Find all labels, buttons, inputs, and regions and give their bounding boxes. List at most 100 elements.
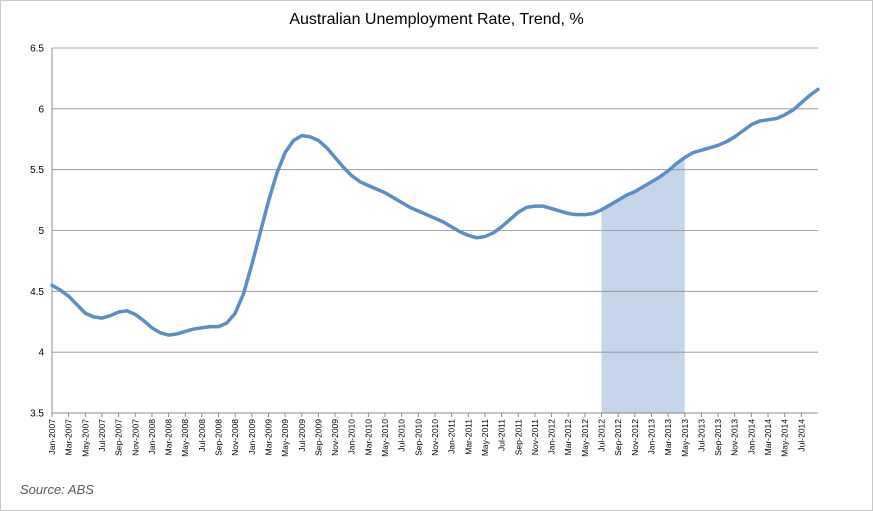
data-point bbox=[525, 206, 528, 209]
data-point bbox=[167, 333, 170, 337]
x-tick-label: Jan-2011 bbox=[447, 419, 457, 454]
x-tick-label: May-2007 bbox=[80, 419, 90, 457]
x-tick-label: May-2010 bbox=[380, 419, 390, 457]
chart-title: Australian Unemployment Rate, Trend, % bbox=[289, 11, 584, 28]
data-point bbox=[533, 204, 537, 208]
y-tick-label: 5 bbox=[38, 226, 44, 237]
x-tick-label: Jan-2012 bbox=[547, 419, 557, 455]
data-point bbox=[134, 313, 137, 316]
data-point bbox=[641, 185, 645, 188]
y-tick-label: 6 bbox=[38, 104, 44, 115]
data-point bbox=[92, 315, 95, 319]
source-note: Source: ABS bbox=[20, 482, 94, 497]
data-point bbox=[283, 151, 287, 154]
data-point bbox=[467, 234, 470, 237]
x-tick-label: Jan-2008 bbox=[147, 419, 157, 455]
data-point bbox=[275, 172, 279, 175]
x-tick-label: Nov-2013 bbox=[730, 419, 740, 456]
x-tick-label: Sep-2013 bbox=[713, 419, 723, 456]
data-point bbox=[109, 314, 112, 317]
x-tick-label: Nov-2012 bbox=[630, 419, 640, 456]
data-point bbox=[683, 156, 686, 159]
x-tick-label: Sep-2012 bbox=[613, 419, 623, 456]
x-tick-label: May-2014 bbox=[780, 419, 790, 457]
data-point bbox=[733, 135, 736, 139]
data-point bbox=[583, 213, 587, 216]
data-point bbox=[217, 325, 220, 328]
data-point bbox=[450, 225, 453, 229]
x-tick-label: Sep-2010 bbox=[413, 419, 423, 456]
data-point bbox=[475, 236, 478, 239]
data-point bbox=[725, 140, 728, 143]
data-point bbox=[700, 149, 703, 152]
x-tick-label: May-2012 bbox=[580, 419, 590, 457]
data-point bbox=[300, 134, 303, 137]
x-tick-label: May-2008 bbox=[180, 419, 190, 457]
data-point bbox=[775, 117, 778, 120]
data-point bbox=[50, 284, 54, 287]
data-point bbox=[741, 129, 745, 132]
data-point bbox=[117, 310, 120, 314]
x-tick-label: Mar-2010 bbox=[363, 419, 373, 456]
x-tick-label: Mar-2014 bbox=[763, 419, 773, 456]
x-tick-label: Jul-2010 bbox=[397, 419, 407, 452]
data-point bbox=[342, 166, 345, 169]
data-point bbox=[483, 235, 487, 238]
x-tick-label: Mar-2009 bbox=[263, 419, 273, 456]
data-point bbox=[458, 230, 462, 233]
data-point bbox=[791, 108, 795, 112]
data-point bbox=[375, 187, 378, 191]
data-point bbox=[250, 263, 254, 266]
data-point bbox=[625, 194, 628, 197]
data-point bbox=[84, 312, 87, 315]
data-point bbox=[591, 212, 595, 215]
y-tick-label: 3.5 bbox=[30, 409, 44, 420]
data-point bbox=[75, 303, 79, 306]
data-point bbox=[367, 184, 370, 187]
x-tick-label: Mar-2013 bbox=[663, 419, 673, 456]
data-point bbox=[408, 206, 412, 209]
data-point bbox=[558, 209, 562, 213]
shaded-region bbox=[601, 157, 685, 413]
y-tick-label: 4 bbox=[38, 348, 44, 359]
data-point bbox=[816, 88, 820, 91]
data-point bbox=[383, 191, 387, 194]
x-tick-label: Jul-2009 bbox=[297, 419, 307, 452]
data-point bbox=[633, 190, 637, 193]
data-point bbox=[708, 146, 711, 149]
x-tick-label: Jul-2013 bbox=[696, 419, 706, 452]
data-point bbox=[766, 118, 770, 121]
x-tick-label: Sep-2007 bbox=[114, 419, 124, 456]
data-point bbox=[258, 231, 262, 235]
y-tick-label: 5.5 bbox=[30, 165, 44, 176]
data-point bbox=[325, 146, 328, 149]
data-point bbox=[200, 326, 204, 330]
data-point bbox=[542, 204, 545, 208]
data-point bbox=[317, 139, 320, 142]
x-tick-label: Nov-2007 bbox=[130, 419, 140, 456]
data-point bbox=[575, 213, 578, 216]
x-tick-label: Jul-2012 bbox=[597, 419, 607, 452]
data-point bbox=[808, 94, 811, 97]
data-point bbox=[100, 316, 104, 320]
data-point bbox=[608, 203, 612, 207]
data-point bbox=[567, 212, 570, 215]
data-point bbox=[750, 123, 753, 126]
data-point bbox=[233, 312, 237, 315]
data-point bbox=[666, 169, 670, 173]
x-tick-label: Jan-2007 bbox=[47, 419, 57, 455]
x-tick-label: Sep-2008 bbox=[214, 419, 224, 456]
data-point bbox=[358, 180, 362, 184]
x-tick-label: Nov-2009 bbox=[330, 419, 340, 456]
data-point bbox=[442, 220, 445, 224]
data-point bbox=[425, 213, 428, 216]
x-tick-label: Nov-2010 bbox=[430, 419, 440, 456]
x-tick-label: Mar-2012 bbox=[563, 419, 573, 456]
data-point bbox=[392, 196, 395, 199]
data-point bbox=[433, 217, 437, 220]
data-point bbox=[600, 208, 603, 212]
data-point bbox=[783, 113, 786, 117]
data-point bbox=[333, 156, 337, 159]
data-point bbox=[242, 292, 245, 295]
